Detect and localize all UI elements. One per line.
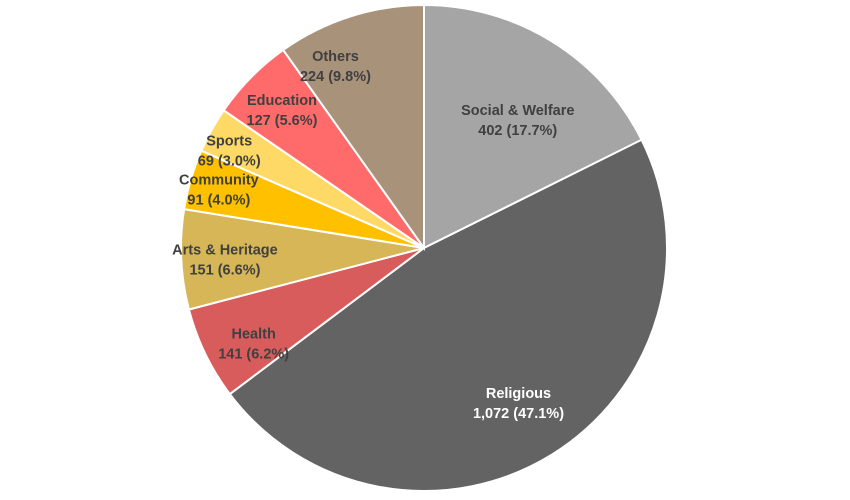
pie-slice-others [281, 3, 425, 252]
data-label: Health 141 (6.2%) [218, 327, 289, 363]
data-label: Arts & Heritage 151 (6.6%) [172, 242, 278, 278]
data-label: Social & Welfare 402 (17.7%) [461, 103, 574, 139]
slice-label-name: Social & Welfare [461, 103, 574, 119]
slice-label-name: Community [179, 173, 259, 189]
slice-label-name: Sports [206, 134, 252, 150]
slice-label-value: 91 (4.0%) [187, 193, 250, 209]
slice-label-name: Health [231, 327, 275, 343]
slice-label-value: 127 (5.6%) [247, 113, 318, 129]
pie-slice-social-welfare [423, 3, 643, 250]
slice-label-value: 1,072 (47.1%) [473, 406, 564, 422]
slice-label-name: Others [312, 49, 359, 65]
slice-label-name: Education [247, 93, 317, 109]
data-label: Community 91 (4.0%) [179, 173, 259, 209]
data-label: Education 127 (5.6%) [247, 93, 318, 129]
pie-slice-religious [228, 138, 668, 492]
data-label: Others 224 (9.8%) [300, 49, 371, 85]
slice-label-name: Arts & Heritage [172, 242, 278, 258]
data-label: Religious 1,072 (47.1%) [473, 386, 564, 422]
slice-label-name: Religious [486, 386, 551, 402]
slice-label-value: 151 (6.6%) [189, 262, 260, 278]
slice-label-value: 402 (17.7%) [478, 123, 557, 139]
slice-label-value: 69 (3.0%) [198, 154, 261, 170]
slice-label-value: 141 (6.2%) [218, 347, 289, 363]
data-label: Sports 69 (3.0%) [198, 134, 261, 170]
slice-label-value: 224 (9.8%) [300, 69, 371, 85]
